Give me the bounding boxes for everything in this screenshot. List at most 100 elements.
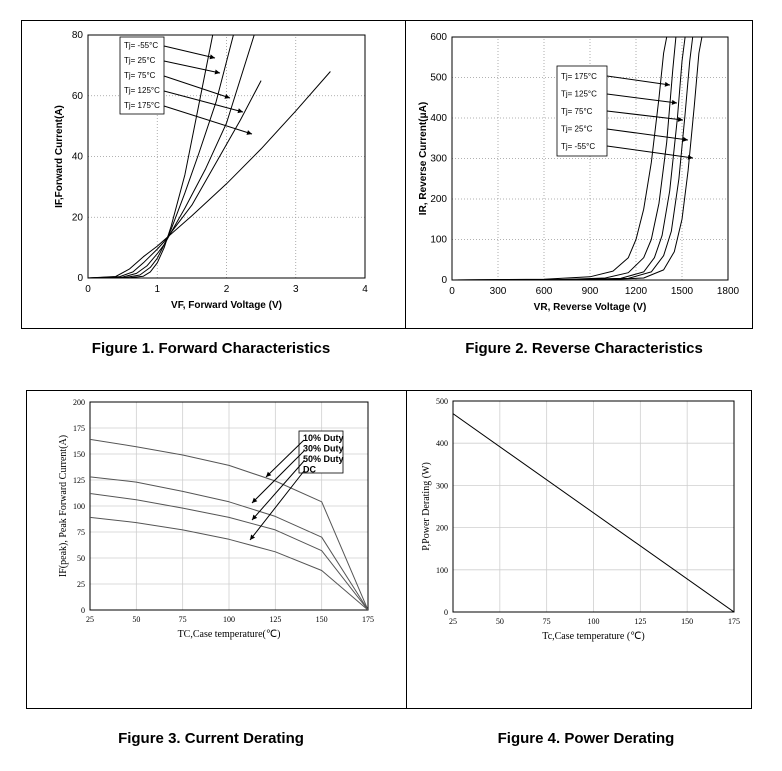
- x-tick-label: 1200: [625, 286, 648, 297]
- y-tick-label: 300: [436, 481, 448, 490]
- x-tick-label: 900: [582, 286, 599, 297]
- legend-arrowhead: [677, 116, 683, 122]
- legend-arrowhead: [237, 108, 243, 114]
- series-line-2: [88, 35, 255, 278]
- y-tick-label: 80: [72, 30, 84, 41]
- x-axis-label: VF, Forward Voltage (V): [171, 300, 282, 311]
- legend-box: [298, 430, 344, 474]
- legend-entry: Tj= 175°C: [124, 101, 160, 110]
- legend-arrow: [606, 110, 684, 121]
- figure-caption-fig4: Figure 4. Power Derating: [498, 730, 675, 747]
- legend-arrow: [163, 90, 244, 113]
- legend-entry: 10% Duty: [303, 433, 344, 443]
- x-tick-label: 2: [224, 284, 230, 295]
- x-tick-label: 3: [293, 284, 299, 295]
- y-tick-label: 0: [444, 608, 448, 617]
- x-tick-label: 150: [316, 615, 328, 624]
- x-tick-label: 0: [449, 286, 455, 297]
- legend-arrow: [251, 460, 305, 521]
- legend-arrowhead: [246, 130, 252, 135]
- legend-arrow: [163, 75, 231, 99]
- legend-entry: Tj= 125°C: [124, 86, 160, 95]
- x-axis-label: Tc,Case temperature (℃): [542, 631, 644, 642]
- y-tick-label: 600: [430, 32, 447, 43]
- legend-arrowhead: [687, 154, 693, 160]
- y-tick-label: 0: [441, 275, 447, 286]
- y-tick-label: 500: [430, 73, 447, 84]
- chart-fig3: 25 50 75 100 125 150 1750255075100125150175200…: [58, 398, 374, 640]
- plot-area-frame: [89, 401, 369, 611]
- legend-entry: Tj= 75°C: [124, 71, 156, 80]
- y-tick-label: 20: [72, 212, 84, 223]
- x-tick-label: 1500: [671, 286, 694, 297]
- series-line-1: [90, 476, 368, 610]
- legend-arrowhead: [214, 69, 220, 75]
- legend-arrow: [249, 470, 305, 541]
- series-line-3: [88, 80, 262, 278]
- x-tick-label: 75: [543, 617, 551, 626]
- x-tick-label: 125: [269, 615, 281, 624]
- x-tick-label: 50: [132, 615, 140, 624]
- legend-arrowhead: [252, 497, 258, 503]
- legend-arrow: [606, 145, 694, 159]
- legend-arrow: [163, 60, 221, 74]
- series-line-0: [453, 413, 734, 612]
- x-tick-label: 150: [681, 617, 693, 626]
- y-tick-label: 300: [430, 154, 447, 165]
- x-tick-label: 25: [86, 615, 94, 624]
- legend-arrow: [163, 105, 253, 135]
- y-tick-label: 100: [73, 502, 85, 511]
- legend-entry: Tj= -55°C: [561, 142, 595, 151]
- y-tick-label: 25: [77, 580, 85, 589]
- legend-arrowhead: [252, 514, 258, 520]
- x-tick-label: 4: [362, 284, 368, 295]
- x-tick-label: 0: [85, 284, 91, 295]
- legend-arrowhead: [224, 94, 230, 99]
- y-tick-label: 0: [81, 606, 85, 615]
- panel-border-fig4: [406, 390, 752, 709]
- series-line-0: [90, 438, 368, 610]
- legend-box: [556, 65, 608, 157]
- x-axis-label: TC,Case temperature(℃): [178, 629, 281, 640]
- figure-caption-fig2: Figure 2. Reverse Characteristics: [465, 340, 703, 357]
- legend-arrowhead: [682, 136, 688, 142]
- x-tick-label: 1800: [717, 286, 740, 297]
- legend-arrowhead: [266, 471, 272, 477]
- x-tick-label: 25: [449, 617, 457, 626]
- x-tick-label: 600: [536, 286, 553, 297]
- series-line-0: [452, 37, 668, 280]
- y-tick-label: 100: [430, 235, 447, 246]
- series-line-3: [90, 516, 368, 610]
- figure-caption-fig3: Figure 3. Current Derating: [118, 730, 304, 747]
- legend-arrowhead: [250, 534, 256, 540]
- chart-fig4: 25 50 75 100 125 150 175 0 100 200 300 400 500 Tc,Cas…: [421, 397, 740, 642]
- series-line-4: [452, 37, 703, 280]
- y-tick-label: 75: [77, 528, 85, 537]
- plot-area-frame: [452, 400, 735, 613]
- y-tick-label: 50: [77, 554, 85, 563]
- x-tick-label: 75: [179, 615, 187, 624]
- legend-arrowhead: [664, 81, 670, 87]
- legend-arrow: [163, 45, 216, 59]
- legend-entry: Tj= -55°C: [124, 41, 158, 50]
- series-line-4: [88, 71, 331, 278]
- y-tick-label: 100: [436, 566, 448, 575]
- y-tick-label: 200: [430, 194, 447, 205]
- y-axis-label: IF,Forward Current(A): [54, 105, 65, 208]
- legend-entry: Tj= 75°C: [561, 107, 593, 116]
- legend-entry: DC: [303, 465, 316, 475]
- panel-border-fig2: [405, 20, 753, 329]
- series-line-1: [452, 37, 677, 280]
- x-tick-label: 175: [362, 615, 374, 624]
- y-axis-label: P,Power Derating (W): [421, 462, 432, 551]
- legend-entry: Tj= 25°C: [124, 56, 156, 65]
- x-tick-label: 100: [588, 617, 600, 626]
- x-tick-label: 100: [223, 615, 235, 624]
- y-axis-label: IR, Reverse Current(μA): [418, 102, 429, 215]
- x-tick-label: 125: [634, 617, 646, 626]
- y-tick-label: 125: [73, 476, 85, 485]
- y-axis-label: IF(peak), Peak Forward Current(A): [58, 435, 69, 577]
- y-tick-label: 500: [436, 397, 448, 406]
